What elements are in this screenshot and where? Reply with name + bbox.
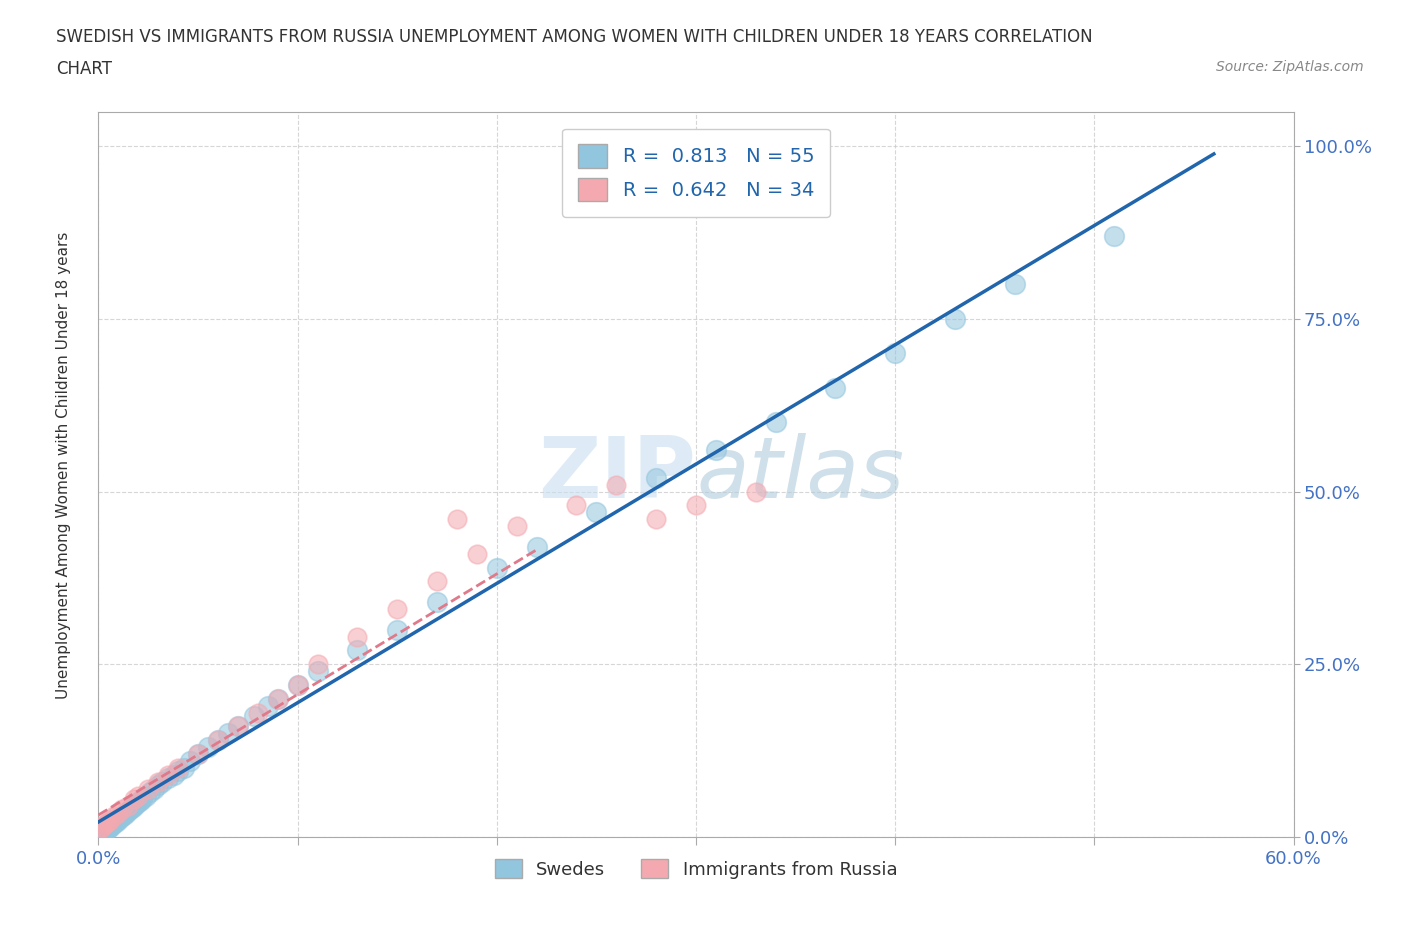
Point [426, 574, 449, 589]
Point [93, 824, 115, 839]
Point [91, 819, 114, 834]
Point [645, 512, 668, 526]
Point [1104, 229, 1126, 244]
Point [117, 804, 139, 818]
Point [129, 793, 152, 808]
Point [112, 807, 135, 822]
Point [217, 726, 239, 741]
Point [246, 705, 269, 720]
Point [127, 795, 149, 810]
Point [117, 799, 139, 814]
Point [157, 771, 180, 786]
Point [98, 812, 122, 827]
Point [605, 477, 627, 492]
Point [124, 799, 146, 814]
Point [91, 826, 114, 841]
Point [287, 678, 309, 693]
Point [267, 691, 290, 706]
Point [645, 471, 668, 485]
Point [120, 802, 142, 817]
Point [135, 788, 157, 803]
Point [704, 443, 727, 458]
Point [150, 775, 173, 790]
Point [125, 796, 148, 811]
Text: CHART: CHART [56, 60, 112, 78]
Point [426, 594, 449, 609]
Point [943, 312, 966, 326]
Point [226, 719, 249, 734]
Point [385, 622, 409, 637]
Point [115, 805, 138, 820]
Point [243, 709, 266, 724]
Text: Unemployment Among Women with Children Under 18 years: Unemployment Among Women with Children U… [56, 232, 70, 698]
Point [111, 809, 134, 824]
Point [148, 777, 170, 792]
Legend: Swedes, Immigrants from Russia: Swedes, Immigrants from Russia [488, 852, 904, 886]
Point [107, 812, 129, 827]
Point [89, 821, 111, 836]
Point [526, 539, 548, 554]
Point [346, 630, 368, 644]
Text: Source: ZipAtlas.com: Source: ZipAtlas.com [1216, 60, 1364, 74]
Point [121, 801, 143, 816]
Point [143, 781, 166, 796]
Point [346, 643, 368, 658]
Point [197, 739, 219, 754]
Point [163, 767, 186, 782]
Point [187, 747, 209, 762]
Point [287, 678, 309, 693]
Text: atlas: atlas [696, 432, 904, 516]
Point [97, 815, 120, 830]
Point [485, 560, 508, 575]
Point [506, 519, 529, 534]
Point [745, 485, 768, 499]
Point [307, 657, 329, 671]
Point [107, 805, 129, 820]
Point [765, 415, 787, 430]
Point [179, 753, 201, 768]
Point [256, 698, 278, 713]
Point [105, 815, 128, 830]
Point [96, 816, 118, 830]
Point [93, 817, 115, 832]
Point [139, 785, 162, 800]
Point [167, 761, 190, 776]
Point [385, 602, 409, 617]
Point [110, 810, 132, 825]
Point [127, 788, 149, 803]
Point [446, 512, 468, 526]
Point [157, 767, 180, 782]
Point [101, 817, 124, 832]
Point [173, 761, 195, 776]
Point [167, 764, 190, 778]
Point [187, 747, 209, 762]
Point [96, 823, 118, 838]
Point [685, 498, 707, 512]
Point [148, 775, 170, 790]
Point [136, 781, 159, 796]
Point [565, 498, 588, 512]
Point [585, 505, 607, 520]
Point [307, 664, 329, 679]
Point [103, 809, 125, 824]
Point [824, 380, 846, 395]
Point [465, 546, 488, 561]
Point [207, 733, 229, 748]
Point [1004, 277, 1026, 292]
Point [267, 691, 290, 706]
Point [124, 791, 146, 806]
Point [884, 346, 907, 361]
Text: SWEDISH VS IMMIGRANTS FROM RUSSIA UNEMPLOYMENT AMONG WOMEN WITH CHILDREN UNDER 1: SWEDISH VS IMMIGRANTS FROM RUSSIA UNEMPL… [56, 28, 1092, 46]
Point [97, 821, 120, 836]
Text: ZIP: ZIP [538, 432, 696, 516]
Point [131, 791, 153, 806]
Point [111, 802, 134, 817]
Point [98, 819, 122, 834]
Point [226, 719, 249, 734]
Point [103, 816, 125, 830]
Point [207, 733, 229, 748]
